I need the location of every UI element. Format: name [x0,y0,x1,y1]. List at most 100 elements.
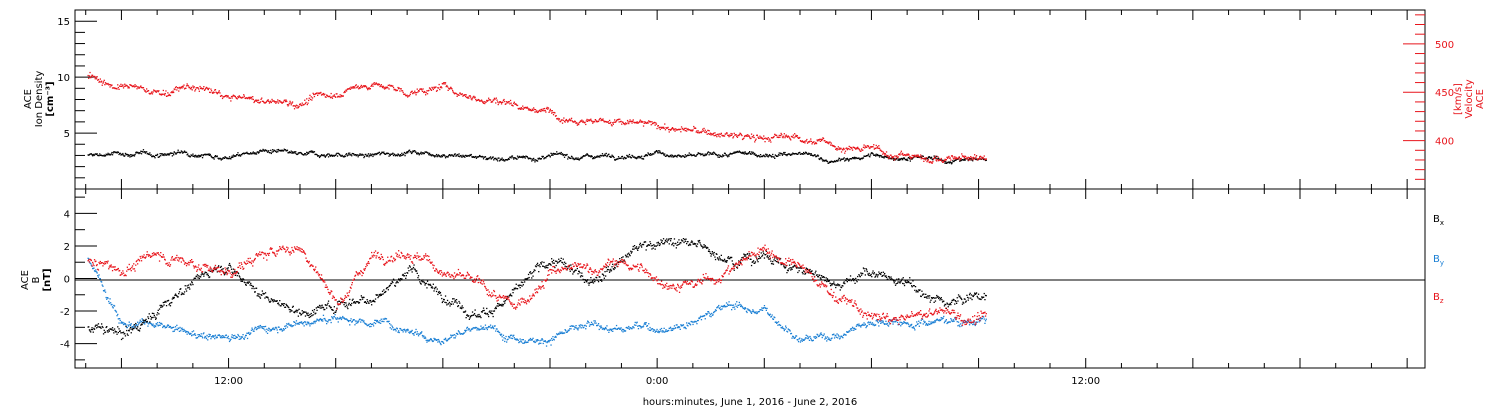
data-point [617,119,619,121]
data-point [574,158,576,160]
data-point [121,85,123,87]
data-point [422,88,424,90]
data-point [293,151,295,153]
data-point [92,267,94,270]
data-point [713,152,715,154]
data-point [927,158,929,160]
data-point [340,302,342,304]
data-point [529,339,531,341]
data-point [457,305,459,308]
data-point [308,321,310,323]
data-point [596,324,598,327]
data-point [452,155,454,157]
data-point [878,154,880,157]
data-point [408,331,410,333]
data-point [173,88,175,90]
data-point [241,278,243,280]
data-point [883,157,885,159]
data-point [814,154,816,156]
data-point [504,160,506,162]
data-point [250,152,252,154]
data-point [824,338,826,340]
data-point [128,330,130,332]
data-point [410,152,413,155]
data-point [206,87,208,89]
data-point [851,329,853,331]
data-point [889,323,891,325]
data-point [356,86,359,88]
data-point [789,138,791,140]
data-point [339,154,341,156]
data-point [782,153,784,155]
data-point [345,302,347,304]
data-point [907,153,910,155]
data-point [747,135,749,137]
data-point [92,74,94,77]
data-point [689,129,691,131]
data-point [967,156,969,158]
data-point [200,274,202,276]
data-point [808,152,810,154]
data-point [599,118,601,120]
data-point [607,121,609,123]
data-point [934,320,936,322]
data-point [714,132,716,134]
data-point [952,156,954,158]
data-point [700,154,702,156]
data-point [116,152,118,154]
data-point [729,135,731,137]
data-point [597,324,599,326]
data-point [592,157,595,159]
data-point [257,99,260,101]
data-point [94,325,96,327]
data-point [737,304,739,306]
data-point [801,338,803,340]
data-point [398,154,400,156]
data-point [246,337,249,340]
data-point [440,156,442,158]
data-point [506,339,508,341]
data-point [266,296,268,298]
data-point [444,82,447,84]
data-point [402,273,404,276]
data-point [465,94,467,96]
data-point [263,150,265,152]
data-point [862,149,864,151]
data-point [765,307,767,309]
data-point [657,330,659,332]
data-point [651,123,654,125]
data-point [256,99,258,101]
data-point [846,159,848,161]
data-point [426,152,429,154]
data-point [726,132,728,134]
data-point [155,317,157,319]
data-point [415,151,417,153]
data-point [390,153,393,155]
data-point [513,337,515,339]
data-point [252,98,254,101]
data-point [676,156,678,158]
data-point [313,320,316,322]
data-point [502,158,505,161]
data-point [547,340,550,342]
data-point [704,318,706,320]
data-point [459,155,461,157]
data-point [365,323,367,325]
data-point [918,156,920,158]
data-point [343,304,345,306]
data-point [893,156,895,158]
data-point [723,152,726,154]
data-point [550,152,552,154]
data-point [254,100,256,102]
data-point [795,135,798,138]
data-point [444,301,446,303]
data-point [353,153,355,155]
data-point [844,152,846,154]
data-point [137,329,139,331]
data-point [932,322,934,324]
data-point [456,95,458,97]
data-point [263,293,265,295]
data-point [623,123,625,125]
data-point [628,156,630,158]
data-point [541,338,543,340]
